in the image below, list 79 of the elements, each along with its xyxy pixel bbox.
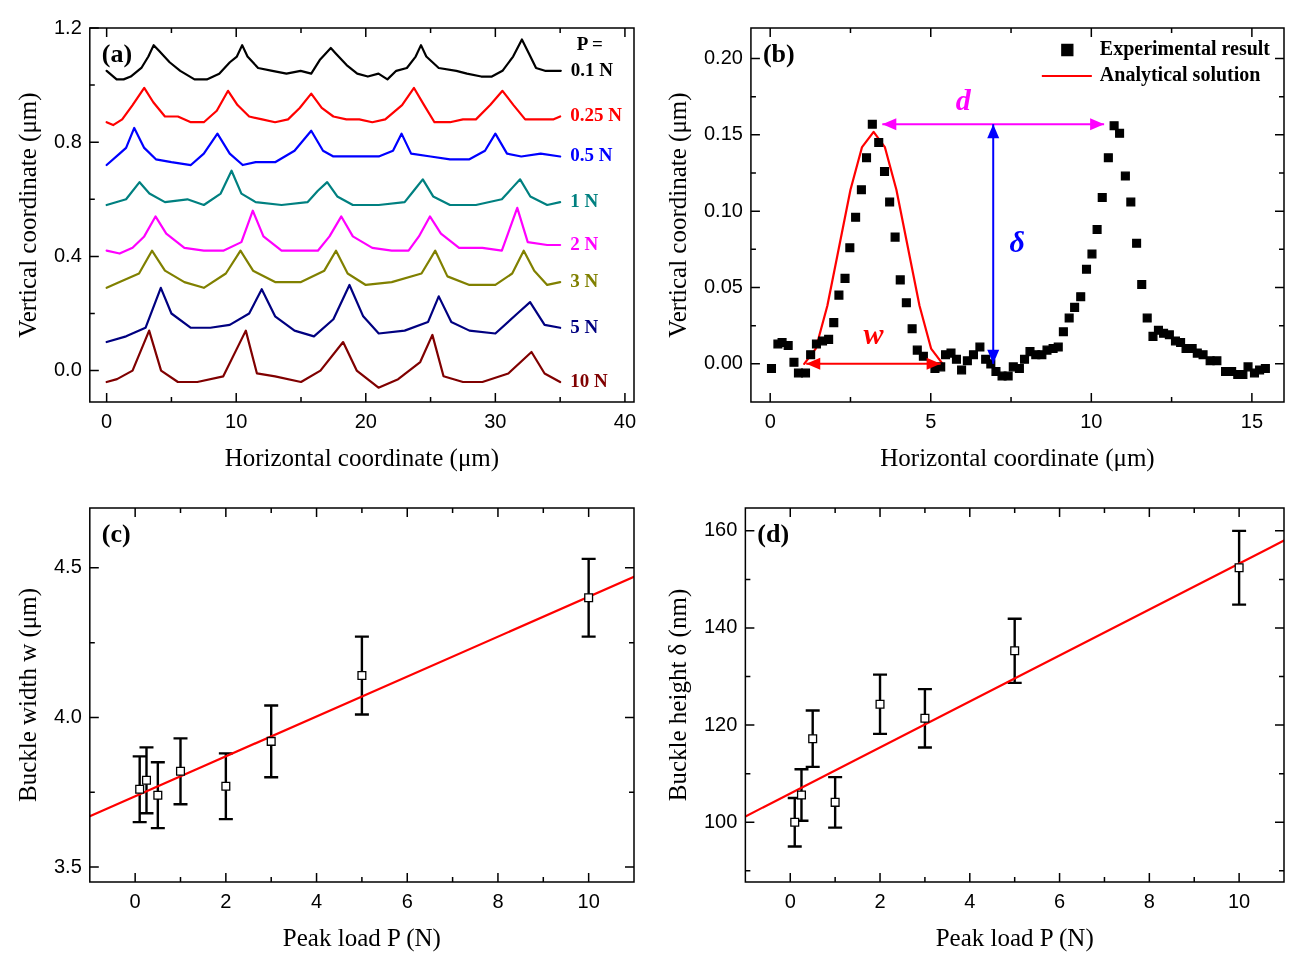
x-tick-label: 2 <box>220 889 232 912</box>
point <box>153 790 163 800</box>
y-tick-label: 0.8 <box>53 129 82 152</box>
point <box>141 775 152 785</box>
y-tick-label: 0.00 <box>703 351 743 374</box>
x-tick-label: 6 <box>401 889 413 912</box>
x-tick-label: 8 <box>492 889 504 912</box>
annotation: (d) <box>757 519 790 548</box>
y-axis-title: Buckle width w (μm) <box>13 587 42 803</box>
series-label: 10 N <box>570 369 608 391</box>
y-tick-label: 120 <box>703 712 738 735</box>
x-tick-label: 20 <box>354 409 377 432</box>
y-tick-label: 140 <box>703 615 738 638</box>
x-tick-label: 8 <box>1143 889 1155 912</box>
x-tick-label: 30 <box>484 409 507 432</box>
y-tick-label: 3.5 <box>53 854 82 877</box>
series-label: 0.5 N <box>570 144 613 166</box>
x-tick-label: 0 <box>129 889 141 912</box>
annotation: δ <box>1009 224 1025 258</box>
series-label: 2 N <box>570 232 599 254</box>
series-label: 5 N <box>570 315 599 337</box>
point <box>796 790 807 800</box>
point <box>790 817 800 827</box>
series-label: 0.25 N <box>570 104 623 126</box>
x-tick-label: 4 <box>964 889 976 912</box>
y-axis-title: Vertical coordinate (μm) <box>663 92 692 338</box>
point <box>875 699 885 709</box>
x-tick-label: 0 <box>764 409 776 432</box>
legend-label: Experimental result <box>1099 37 1271 61</box>
series-label: 1 N <box>570 190 599 212</box>
point <box>920 713 930 723</box>
x-tick-label: 5 <box>925 409 937 432</box>
annotation: d <box>955 82 972 116</box>
x-tick-label: 40 <box>613 409 637 432</box>
annotation: (b) <box>762 39 795 68</box>
x-tick-label: 15 <box>1240 409 1264 432</box>
point <box>357 671 367 681</box>
x-tick-label: 0 <box>101 409 113 432</box>
legend-title: P = <box>576 32 603 54</box>
x-tick-label: 10 <box>577 889 600 912</box>
y-axis-title: Buckle height δ (nm) <box>663 588 692 802</box>
legend-label: Analytical solution <box>1099 63 1261 87</box>
point <box>175 766 186 776</box>
point <box>1234 563 1244 573</box>
point <box>808 734 818 744</box>
x-tick-label: 10 <box>1227 889 1251 912</box>
point <box>221 781 231 791</box>
annotation: w <box>863 316 885 350</box>
series-label: 3 N <box>570 270 599 291</box>
point <box>830 797 840 807</box>
x-tick-label: 10 <box>225 409 248 432</box>
y-tick-label: 4.5 <box>53 555 82 578</box>
y-tick-label: 0.20 <box>703 46 743 69</box>
point <box>135 784 145 794</box>
y-tick-label: 0.4 <box>53 243 82 266</box>
y-axis-title: Vertical coordinate (μm) <box>13 92 42 338</box>
x-axis-title: Peak load P (N) <box>935 923 1094 952</box>
x-tick-label: 10 <box>1080 409 1103 432</box>
point <box>584 593 594 603</box>
x-tick-label: 4 <box>310 889 323 912</box>
y-tick-label: 0.10 <box>703 198 743 221</box>
x-axis-title: Horizontal coordinate (μm) <box>880 443 1155 472</box>
y-tick-label: 4.0 <box>53 704 82 727</box>
x-axis-title: Peak load P (N) <box>282 923 441 952</box>
y-tick-label: 160 <box>703 518 738 541</box>
y-tick-label: 0.15 <box>703 122 743 145</box>
y-tick-label: 1.2 <box>53 15 82 38</box>
y-tick-label: 0.05 <box>703 275 743 298</box>
annotation: (c) <box>101 519 131 548</box>
y-tick-label: 0.0 <box>53 358 82 381</box>
annotation: (a) <box>101 39 133 68</box>
legend-label: 0.1 N <box>570 58 614 80</box>
point <box>266 736 276 746</box>
x-tick-label: 6 <box>1054 889 1066 912</box>
y-tick-label: 100 <box>703 809 738 832</box>
x-tick-label: 0 <box>784 889 796 912</box>
point <box>1010 646 1020 656</box>
x-axis-title: Horizontal coordinate (μm) <box>224 443 500 472</box>
x-tick-label: 2 <box>874 889 886 912</box>
